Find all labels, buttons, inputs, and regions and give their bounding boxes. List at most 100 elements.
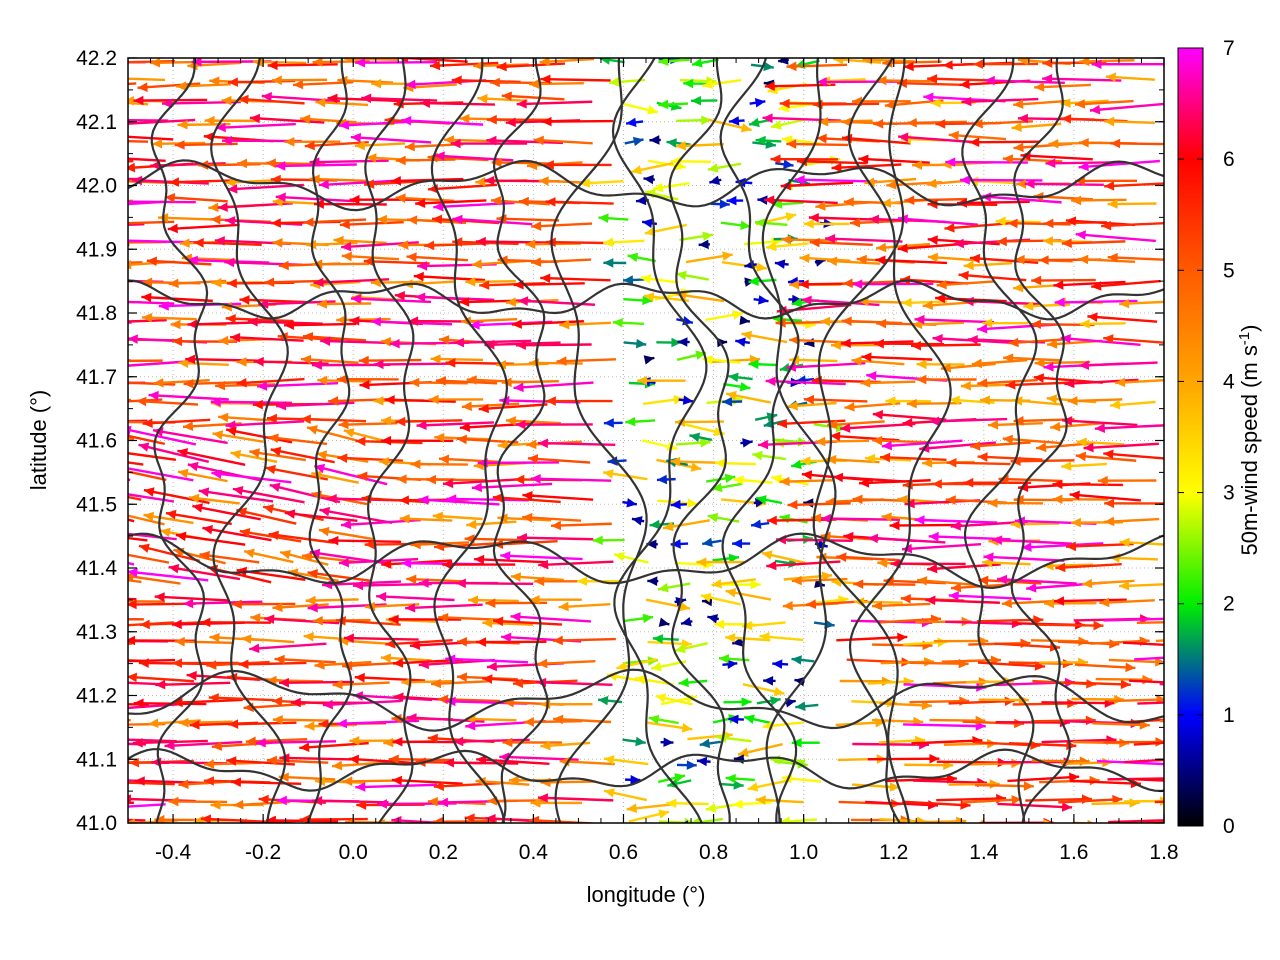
wind-arrow [940,362,996,373]
wind-arrow-head [732,637,743,647]
wind-arrow-head [93,153,103,163]
wind-arrow-head [674,773,686,783]
wind-arrow-head [1207,716,1217,726]
wind-arrow-shaft [516,100,593,106]
wind-arrow-head [128,425,132,436]
wind-arrow-head [231,599,242,610]
wind-arrow-shaft [319,508,393,525]
wind-arrow-head [230,332,241,343]
wind-arrow-head [264,614,275,624]
wind-arrow [552,635,616,646]
wind-arrow-head [820,513,831,524]
wind-arrow [711,482,743,493]
wind-arrow-head [1069,490,1080,501]
wind-arrow [1034,82,1091,92]
wind-arrow-shaft [303,218,367,224]
wind-arrow [128,718,131,722]
wind-arrow [759,632,804,642]
wind-arrow-head [906,398,917,409]
wind-arrow [702,355,741,365]
wind-arrow-head [429,60,441,71]
wind-arrow-shaft [128,300,175,305]
wind-arrow [707,824,750,837]
wind-arrow [799,253,851,264]
wind-arrow-head [152,138,163,149]
wind-arrow-shaft [138,443,210,464]
wind-arrow [974,781,1034,791]
wind-arrow-head [244,548,255,559]
wind-arrow [961,96,1039,107]
wind-arrow-head [302,551,313,562]
wind-arrow-head [852,279,863,289]
wind-arrow [916,359,965,370]
wind-arrow-shaft [1029,822,1054,823]
wind-arrow [779,476,835,487]
wind-arrow-head [1115,377,1126,388]
wind-arrow [643,355,655,365]
wind-arrow [1136,778,1164,782]
wind-arrow-head [199,550,210,561]
wind-arrow [516,99,593,109]
wind-arrow [675,270,709,281]
wind-arrow [174,636,232,647]
wind-arrow-head [677,337,688,347]
wind-arrow-head [1075,451,1087,462]
wind-arrow [803,394,868,405]
wind-arrow-shaft [812,102,880,106]
wind-arrow [353,580,432,591]
wind-arrow-shaft [128,553,170,564]
wind-arrow-head [138,442,150,452]
wind-arrow-head [116,463,127,472]
wind-arrow [836,552,900,562]
wind-arrow-head [1107,199,1118,209]
wind-arrow-shaft [128,157,166,163]
wind-arrow [128,470,167,482]
wind-arrow-shaft [879,617,942,624]
wind-arrow-shaft [388,757,452,762]
wind-arrow [430,678,489,689]
wind-arrow-head [1054,596,1065,606]
wind-arrow-head [320,336,331,346]
wind-arrow-head [187,319,198,330]
wind-arrow-head [529,594,540,605]
wind-arrow-head [209,76,220,86]
wind-arrow-head [169,177,180,187]
wind-arrow-shaft [902,800,971,807]
wind-arrow-shaft [872,643,933,647]
wind-arrow-head [141,292,152,303]
wind-arrow-head [808,213,819,223]
wind-arrow-head [649,135,660,145]
wind-arrow-shaft [1096,759,1164,766]
wind-arrow-shaft [275,163,357,168]
wind-arrow-head [380,415,391,426]
wind-arrow-head [643,174,654,185]
wind-arrow [881,439,963,451]
wind-arrow [978,575,1042,586]
wind-arrow-head [250,613,261,623]
wind-arrow-head [680,616,692,627]
wind-arrow-shaft [128,514,165,526]
wind-arrow [270,446,335,464]
wind-arrow-shaft [491,161,552,165]
wind-arrow-head [200,617,211,628]
wind-arrow-head [300,414,311,424]
wind-arrow [794,175,878,185]
wind-arrow-shaft [1101,221,1164,228]
wind-arrow-head [967,334,978,345]
wind-arrow [177,119,231,130]
wind-arrow-head [153,377,164,388]
wind-arrow [142,418,211,428]
wind-arrow [128,59,176,64]
wind-arrow-head [1139,720,1150,730]
wind-arrow-head [445,358,456,368]
wind-arrow [333,235,387,246]
wind-arrow-head [358,355,369,366]
wind-arrow-head [945,495,956,505]
wind-arrow [271,75,328,86]
wind-arrow-shaft [128,495,142,501]
wind-arrow-head [60,544,71,553]
x-tick-label: -0.2 [245,841,281,864]
wind-arrow-head [726,659,738,670]
wind-arrow-head [698,239,709,250]
wind-arrow-shaft [531,222,593,228]
